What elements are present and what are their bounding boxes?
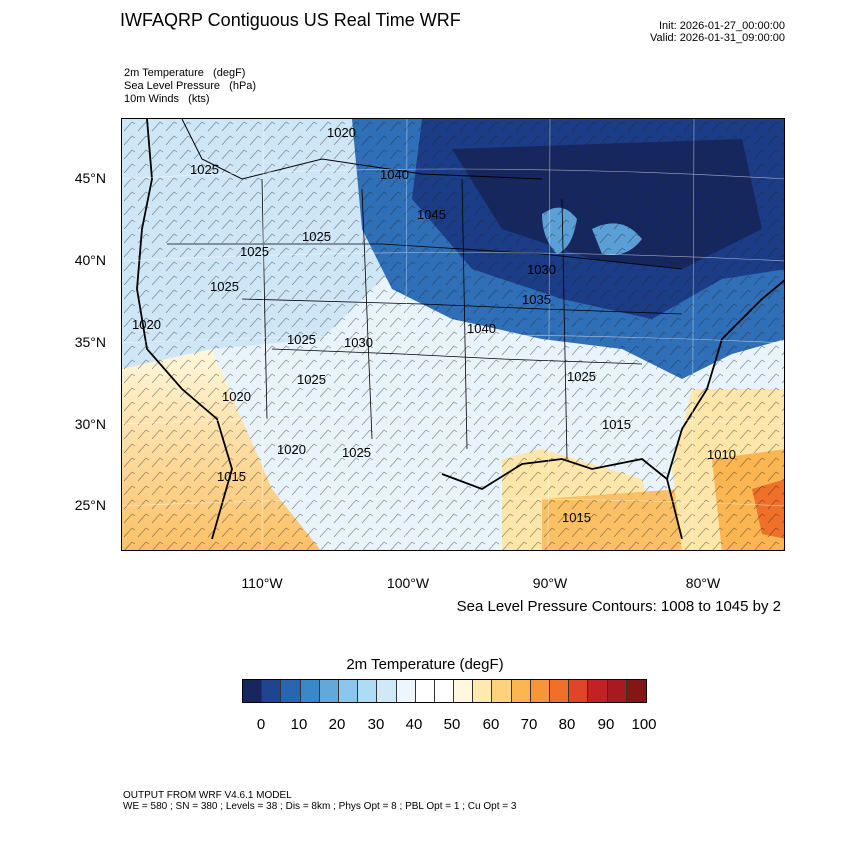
colorbar-swatch [454,680,474,702]
colorbar-swatch [396,680,416,702]
gulf-coastline [441,458,683,540]
colorbar-tick-label: 70 [520,716,538,733]
lat-label-25: 25°N [74,497,106,513]
map-title: IWFAQRP Contiguous US Real Time WRF [120,10,461,30]
colorbar-swatch [569,680,589,702]
colorbar-swatch [473,680,493,702]
colorbar-title: 2m Temperature (degF) [346,656,504,673]
colorbar-tick-label: 40 [405,716,423,733]
colorbar-swatch [530,680,550,702]
slp-label: 1020 [277,442,306,457]
init-time: Init: 2026-01-27_00:00:00 [659,20,785,32]
slp-label: 1025 [297,372,326,387]
colorbar-tick-label: 80 [558,716,576,733]
colorbar-tick-label: 10 [290,716,308,733]
slp-label: 1015 [602,417,631,432]
colorbar-swatch [415,680,435,702]
run-times: Init: 2026-01-27_00:00:00 Valid: 2026-01… [650,20,785,44]
field-list: 2m Temperature (degF) Sea Level Pressure… [124,67,256,106]
graticule [122,119,784,550]
colorbar-swatch [588,680,608,702]
slp-label: 1025 [567,369,596,384]
lon-label-90w: 90°W [532,575,568,591]
temperature-colorbar [242,679,647,703]
lon-label-110w: 110°W [241,575,283,591]
colorbar-tick-label: 60 [482,716,500,733]
slp-label: 1025 [302,229,331,244]
model-config: WE = 580 ; SN = 380 ; Levels = 38 ; Dis … [123,801,517,812]
colorbar-swatch [281,680,301,702]
lat-label-45: 45°N [74,170,106,186]
contour-note: Sea Level Pressure Contours: 1008 to 104… [456,598,781,615]
colorbar-swatch [550,680,570,702]
colorbar-swatch [338,680,359,702]
slp-label: 1025 [240,244,269,259]
northern-border [181,119,543,180]
map-canvas: 1020 1025 1040 1045 1025 1025 1025 1020 1025 1030… [122,119,784,550]
slp-label: 1020 [222,389,251,404]
valid-time: Valid: 2026-01-31_09:00:00 [650,32,785,44]
lon-label-100w: 100°W [386,575,430,591]
field-temperature: 2m Temperature (degF) [124,67,246,79]
slp-label: 1025 [287,332,316,347]
colorbar-tick-label: 50 [443,716,461,733]
slp-label: 1030 [344,335,373,350]
colorbar-swatch [262,680,282,702]
slp-label: 1040 [380,167,409,182]
colorbar-tick-label: 100 [631,716,657,733]
colorbar-swatch [300,680,320,702]
colorbar-tick-label: 90 [597,716,615,733]
colorbar-tick-label: 20 [328,716,346,733]
colorbar-swatch [434,680,455,702]
slp-label: 1045 [417,207,446,222]
slp-label: 1035 [522,292,551,307]
slp-label: 1015 [217,469,246,484]
lon-label-80w: 80°W [685,575,721,591]
slp-label: 1010 [707,447,736,462]
lat-label-40: 40°N [74,252,106,268]
slp-label: 1040 [467,321,496,336]
model-footer: OUTPUT FROM WRF V4.6.1 MODEL WE = 580 ; … [123,790,516,812]
slp-contour-labels: 1020 1025 1040 1045 1025 1025 1025 1020 1025 1030… [132,125,736,525]
colorbar-swatch [492,680,512,702]
colorbar-swatch [243,680,263,702]
model-version: OUTPUT FROM WRF V4.6.1 MODEL [123,790,292,801]
slp-label: 1020 [327,125,356,140]
slp-label: 1020 [132,317,161,332]
field-pressure: Sea Level Pressure (hPa) [124,80,257,92]
weather-map: 1020 1025 1040 1045 1025 1025 1025 1020 1025 1030… [121,118,785,551]
colorbar-swatch [626,680,646,702]
slp-label: 1025 [342,445,371,460]
slp-label: 1030 [527,262,556,277]
colorbar-tick-label: 30 [367,716,385,733]
field-winds: 10m Winds (kts) [124,93,210,105]
west-coastline [136,119,233,540]
colorbar-swatch [358,680,378,702]
slp-label: 1015 [562,510,591,525]
lat-label-35: 35°N [74,334,106,350]
colorbar-swatch [511,680,531,702]
colorbar-tick-label: 0 [256,716,266,733]
slp-label: 1025 [190,162,219,177]
colorbar-swatch [607,680,627,702]
colorbar-swatch [319,680,339,702]
colorbar-swatch [377,680,397,702]
state-borders [167,178,683,460]
lat-label-30: 30°N [74,416,106,432]
slp-label: 1025 [210,279,239,294]
east-coastline [666,279,784,480]
